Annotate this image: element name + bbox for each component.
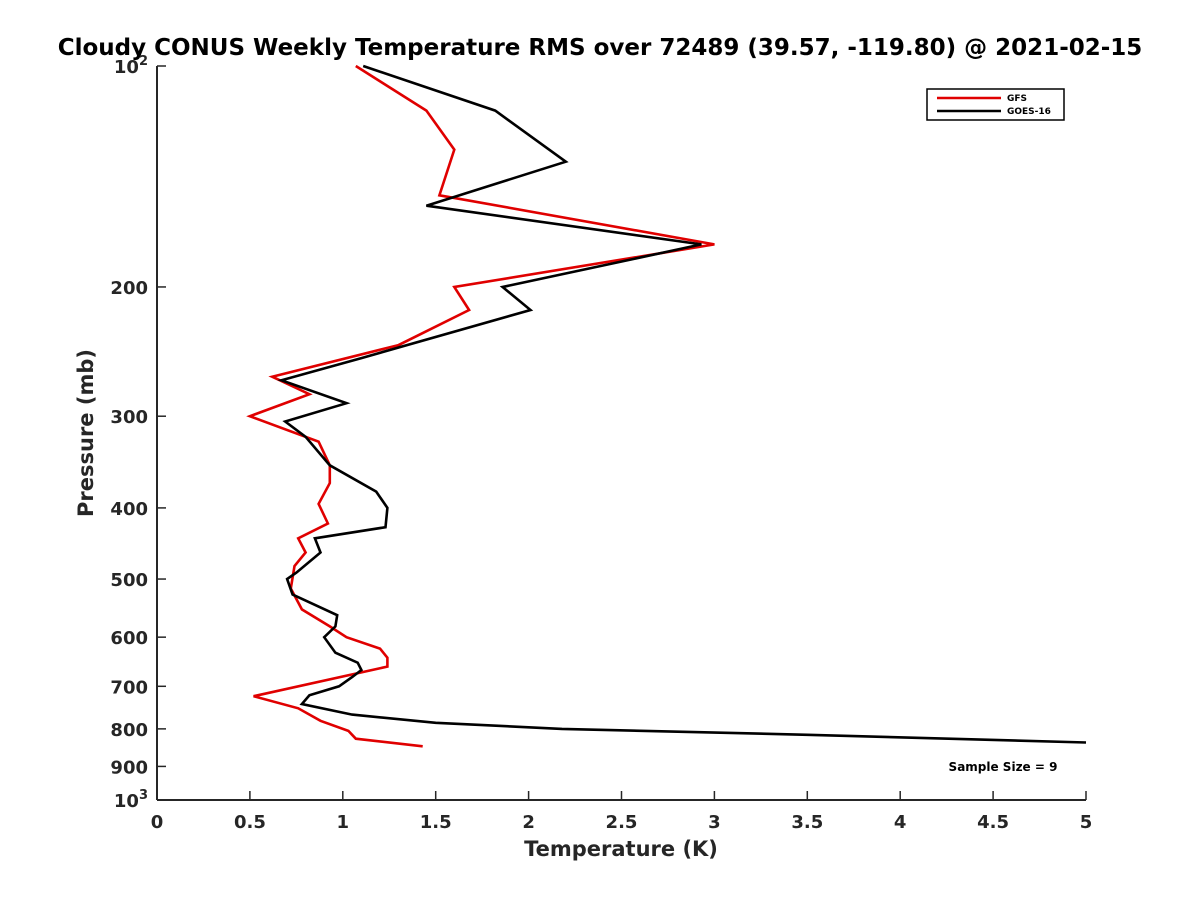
y-tick-label: 400 <box>110 499 148 520</box>
y-tick-label: 103 <box>114 788 148 812</box>
y-tick-label: 300 <box>110 407 148 428</box>
y-tick-label: 800 <box>110 720 148 741</box>
legend-label-gfs: GFS <box>1007 94 1027 104</box>
y-tick-label: 600 <box>110 628 148 649</box>
x-axis-label: Temperature (K) <box>524 837 718 861</box>
y-axis-label: Pressure (mb) <box>74 349 98 517</box>
x-tick-label: 2 <box>522 812 535 833</box>
x-tick-label: 0.5 <box>234 812 266 833</box>
x-tick-label: 1.5 <box>420 812 452 833</box>
plot-area <box>156 64 1087 801</box>
y-tick-label: 700 <box>110 677 148 698</box>
x-tick-label: 3.5 <box>791 812 823 833</box>
chart-title: Cloudy CONUS Weekly Temperature RMS over… <box>58 35 1143 61</box>
series-layer <box>246 64 1087 748</box>
legend: GFS GOES-16 <box>926 88 1065 121</box>
x-tick-label: 0 <box>151 812 164 833</box>
sample-size-annotation: Sample Size = 9 <box>949 760 1058 774</box>
series-line-gfs <box>246 64 715 748</box>
x-tick-label: 3 <box>708 812 721 833</box>
y-tick-label: 500 <box>110 570 148 591</box>
x-tick-label: 2.5 <box>606 812 638 833</box>
y-tick-label: 102 <box>114 54 148 78</box>
x-tick-label: 4 <box>894 812 907 833</box>
legend-label-goes16: GOES-16 <box>1007 107 1051 117</box>
y-ticks: 102 200 300 400 500 600 700 800 900 103 <box>110 54 166 812</box>
legend-box <box>926 88 1065 121</box>
series-line-goes16 <box>277 64 1087 744</box>
plot-background <box>157 66 1086 800</box>
x-tick-label: 4.5 <box>977 812 1009 833</box>
x-ticks: 0 0.5 1 1.5 2 2.5 3 3.5 4 4.5 5 <box>151 791 1093 833</box>
x-tick-label: 1 <box>337 812 350 833</box>
y-tick-label: 900 <box>110 757 148 778</box>
x-tick-label: 5 <box>1080 812 1093 833</box>
y-tick-label: 200 <box>110 278 148 299</box>
